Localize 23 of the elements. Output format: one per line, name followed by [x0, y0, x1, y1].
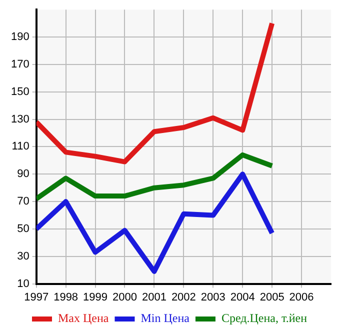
y-tick-label: 190 [10, 31, 30, 44]
x-tick-label: 2000 [112, 291, 137, 304]
x-tick-label: 2003 [200, 291, 226, 304]
y-tick-label: 110 [12, 140, 30, 153]
x-tick-label: 2001 [142, 291, 166, 304]
x-tick-label: 2002 [171, 291, 196, 304]
y-tick-label: 130 [10, 113, 30, 126]
x-tick-label: 2005 [260, 291, 284, 304]
y-tick-label: 70 [17, 196, 30, 208]
legend-label: Сред.Цена, т.йен [221, 311, 308, 326]
x-tick-label: 1998 [54, 291, 78, 304]
x-tick-label: 1997 [24, 291, 49, 304]
y-tick-label: 90 [17, 168, 30, 180]
y-tick-label: 170 [10, 58, 30, 70]
y-tick-label: 50 [17, 222, 30, 235]
x-tick-label: 1999 [83, 291, 108, 304]
y-tick-label: 30 [17, 250, 30, 262]
y-tick-label: 150 [10, 86, 30, 98]
x-tick-label: 2004 [230, 291, 255, 304]
legend-label: Min Цена [140, 311, 190, 326]
y-tick-label: 10 [17, 278, 30, 290]
legend-label: Max Цена [58, 311, 110, 326]
x-tick-label: 2006 [289, 291, 314, 304]
